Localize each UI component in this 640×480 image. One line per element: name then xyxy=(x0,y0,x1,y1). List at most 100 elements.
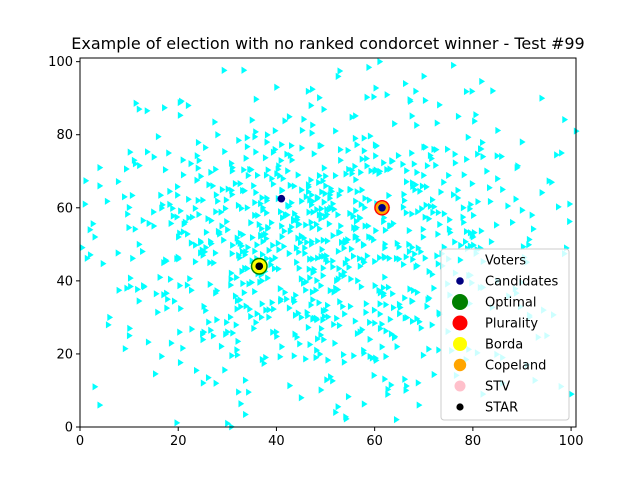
voter-point xyxy=(237,229,244,238)
voter-point xyxy=(272,127,279,135)
voter-point xyxy=(253,95,260,103)
legend-star-icon xyxy=(456,403,464,411)
voter-point xyxy=(222,204,229,213)
voter-point xyxy=(127,148,134,156)
voter-point xyxy=(286,113,293,121)
voter-point xyxy=(417,187,424,195)
voter-point xyxy=(203,228,210,236)
voter-point xyxy=(372,141,379,149)
voter-point xyxy=(218,208,225,216)
voter-point xyxy=(424,302,431,310)
voter-point xyxy=(236,136,243,145)
voter-point xyxy=(519,206,526,214)
voter-point xyxy=(499,152,505,161)
voter-point xyxy=(228,281,235,289)
voter-point xyxy=(372,257,378,266)
voter-point xyxy=(195,196,202,205)
voter-point xyxy=(415,379,422,387)
voter-point xyxy=(244,204,251,212)
voter-point xyxy=(333,127,339,135)
voter-point xyxy=(97,164,104,172)
voter-point xyxy=(387,315,394,323)
voter-point xyxy=(174,213,181,221)
voter-point xyxy=(175,191,181,199)
voter-point xyxy=(409,317,416,325)
voter-point xyxy=(212,249,219,257)
voter-point xyxy=(475,198,482,206)
voter-point xyxy=(318,142,325,150)
voter-point xyxy=(421,72,428,80)
voter-point xyxy=(259,194,266,202)
voter-point xyxy=(167,200,174,208)
voter-point xyxy=(318,215,325,223)
voter-point xyxy=(353,207,359,215)
voter-point xyxy=(304,238,311,246)
voter-point xyxy=(426,267,433,276)
voter-point xyxy=(264,196,271,205)
voter-point xyxy=(244,143,251,151)
voter-point xyxy=(389,157,396,165)
voter-point xyxy=(152,370,159,378)
voter-point xyxy=(251,182,257,190)
legend-stv-icon xyxy=(454,380,466,392)
voter-point xyxy=(471,241,477,249)
voter-point xyxy=(232,292,239,300)
voter-point xyxy=(206,181,213,189)
legend-voters-icon xyxy=(457,256,464,264)
voter-point xyxy=(271,305,277,313)
voter-point xyxy=(189,325,196,333)
voter-point xyxy=(359,326,366,334)
voter-point xyxy=(192,258,199,266)
voter-point xyxy=(404,313,411,322)
voter-point xyxy=(207,259,214,267)
voter-point xyxy=(406,248,413,256)
voter-point xyxy=(461,218,467,226)
voter-point xyxy=(203,143,209,152)
voter-point xyxy=(334,314,340,322)
voter-point xyxy=(373,354,379,362)
voter-point xyxy=(434,119,441,127)
voter-point xyxy=(412,186,419,194)
voter-point xyxy=(377,254,383,262)
voter-point xyxy=(526,241,533,249)
voter-point xyxy=(228,275,235,283)
voter-point xyxy=(339,238,345,246)
voter-point xyxy=(276,246,283,254)
voter-point xyxy=(305,87,312,95)
voter-point xyxy=(335,72,342,80)
voter-point xyxy=(127,274,134,282)
voter-point xyxy=(355,277,361,285)
voter-point xyxy=(473,111,480,119)
voter-point xyxy=(241,166,248,174)
voter-point xyxy=(282,288,289,297)
voter-point xyxy=(177,281,184,290)
voter-point xyxy=(263,171,270,179)
voter-point xyxy=(287,181,294,190)
voter-point xyxy=(382,273,389,281)
voter-point xyxy=(208,237,214,246)
voter-point xyxy=(433,161,440,169)
voter-point xyxy=(299,197,305,205)
voter-point xyxy=(484,167,491,175)
voter-point xyxy=(480,138,486,147)
voter-point xyxy=(319,245,326,254)
y-tick-label: 80 xyxy=(56,128,73,143)
voter-point xyxy=(315,335,321,343)
voter-point xyxy=(126,203,133,212)
voter-point xyxy=(122,345,129,353)
voter-point xyxy=(331,320,338,329)
voter-point xyxy=(471,229,478,237)
voter-point xyxy=(241,66,248,74)
voter-point xyxy=(159,352,166,360)
voter-point xyxy=(391,304,397,312)
voter-point xyxy=(384,91,391,99)
voter-point xyxy=(340,302,347,311)
x-tick-label: 0 xyxy=(76,434,84,449)
voter-point xyxy=(372,319,379,327)
voter-point xyxy=(427,151,434,160)
voter-point xyxy=(377,310,384,318)
legend-label-borda: Borda xyxy=(485,338,523,353)
voter-point xyxy=(306,188,312,196)
voter-point xyxy=(559,149,565,157)
voter-point xyxy=(180,156,187,164)
